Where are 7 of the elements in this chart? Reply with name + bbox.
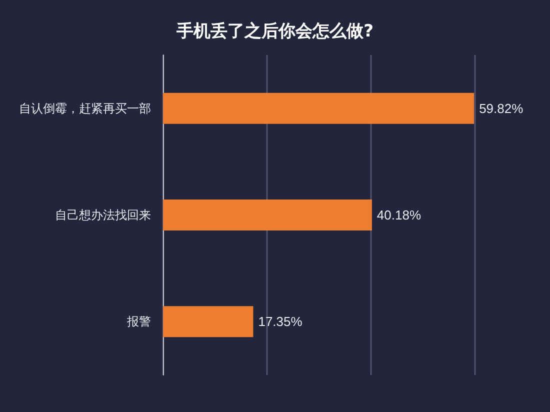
y-tick-label: 自认倒霉，赶紧再买一部 [19,101,151,116]
data-label: 17.35% [258,314,303,330]
y-tick-label: 报警 [126,314,151,329]
y-tick-label: 自己想办法找回来 [55,208,151,222]
data-label: 59.82% [479,100,524,116]
chart-title: 手机丢了之后你会怎么做? [176,22,374,42]
data-label: 40.18% [376,208,422,222]
